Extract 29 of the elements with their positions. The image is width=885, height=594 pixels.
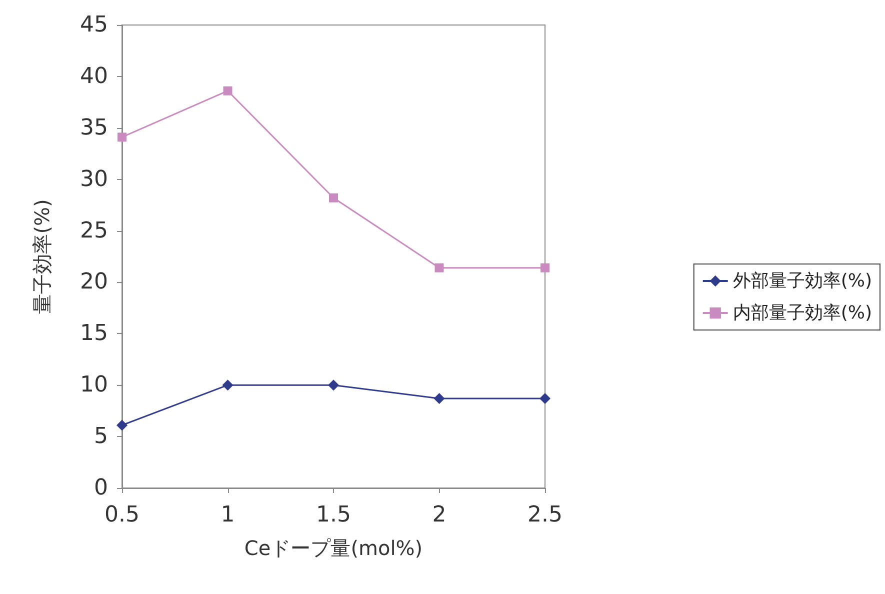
point: [222, 380, 234, 391]
point: [328, 380, 339, 391]
y-tick-label: 45: [80, 12, 108, 38]
x-tick-label: 1.5: [316, 502, 351, 528]
x-axis-title: Ceドープ量(mol%): [244, 536, 423, 560]
y-tick-label: 15: [80, 321, 108, 346]
point: [434, 392, 445, 404]
x-tick-label: 1: [220, 502, 235, 528]
point: [223, 86, 232, 96]
y-tick-label: 40: [80, 64, 108, 89]
y-tick-label: 5: [94, 424, 108, 450]
legend-label: 外部量子効率(%): [732, 270, 872, 292]
y-tick-label: 25: [80, 218, 108, 244]
point: [118, 132, 126, 142]
y-tick-label: 0: [94, 476, 108, 500]
y-tick-label: 35: [80, 115, 108, 140]
y-tick-label: 10: [80, 372, 108, 398]
x-tick-label: 2.5: [528, 502, 562, 528]
y-tick-label: 30: [80, 166, 108, 192]
y-axis-title: 量子効率(%): [30, 199, 54, 314]
x-tick-label: 0.5: [104, 502, 140, 528]
x-tick-label: 2: [432, 502, 446, 528]
point: [540, 263, 550, 272]
point: [540, 392, 550, 404]
point: [434, 263, 444, 272]
legend-label: 内部量子効率(%): [732, 302, 872, 324]
point: [116, 420, 128, 431]
y-tick-label: 20: [80, 270, 108, 295]
point: [329, 193, 338, 202]
